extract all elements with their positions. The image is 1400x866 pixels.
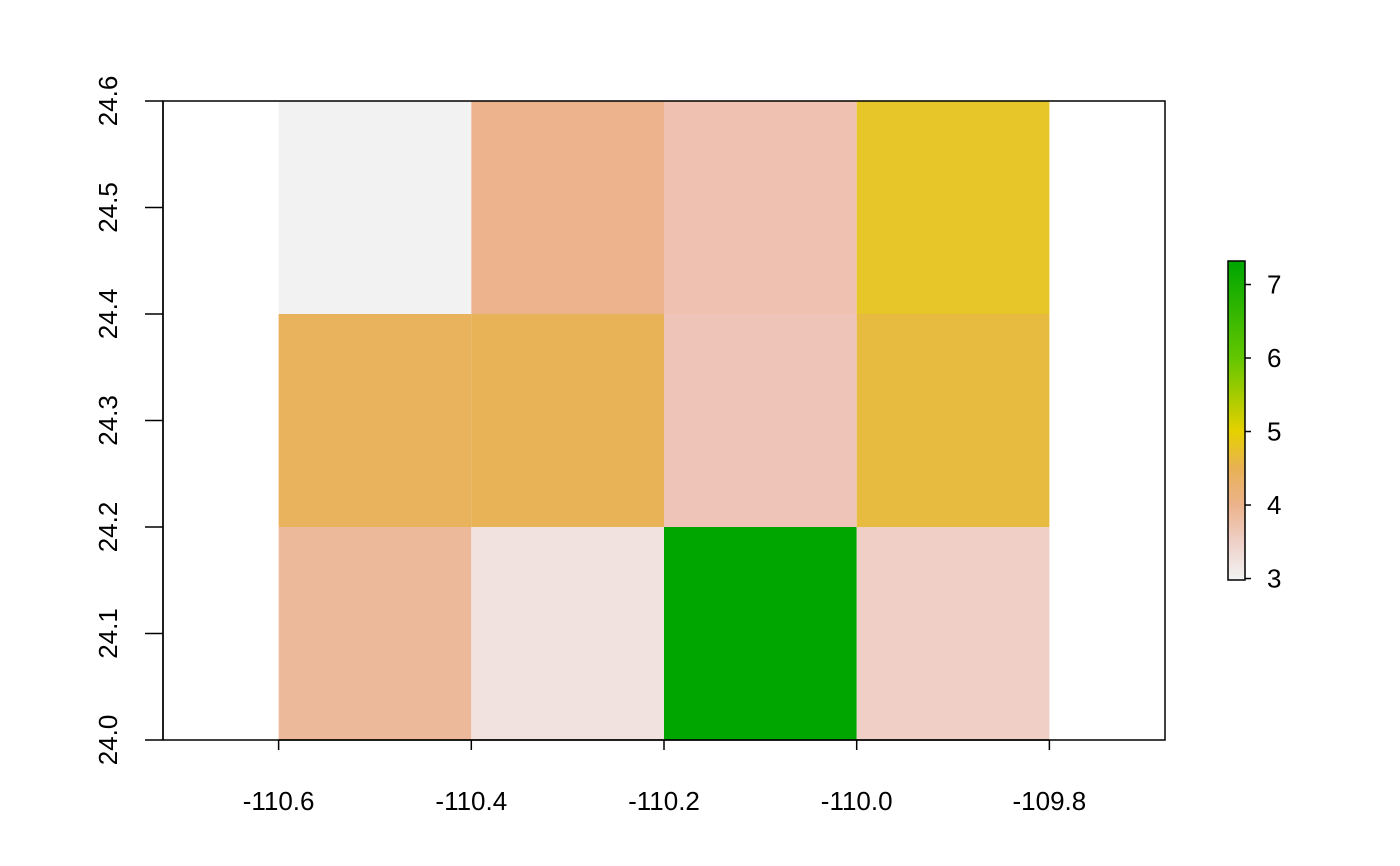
x-tick-label: -109.8 bbox=[1013, 786, 1087, 816]
heatmap-cell bbox=[471, 527, 664, 740]
y-tick-label: 24.1 bbox=[93, 608, 123, 659]
heatmap-cell bbox=[856, 527, 1050, 740]
y-tick-label: 24.5 bbox=[93, 182, 123, 233]
heatmap-cell bbox=[664, 101, 857, 314]
color-legend: 3 4 5 6 7 bbox=[1227, 260, 1281, 594]
y-axis: 24.0 24.1 24.2 24.3 24.4 24.5 24.6 bbox=[93, 76, 164, 766]
legend-tick-label: 5 bbox=[1267, 417, 1281, 447]
y-tick-label: 24.4 bbox=[93, 289, 123, 340]
heatmap-cells bbox=[278, 101, 1050, 740]
heatmap-cell bbox=[278, 101, 472, 314]
x-tick-label: -110.2 bbox=[628, 786, 700, 816]
x-axis: -110.6 -110.4 -110.2 -110.0 -109.8 bbox=[243, 739, 1087, 816]
legend-tick-label: 4 bbox=[1267, 490, 1281, 520]
heatmap-cell bbox=[856, 101, 1050, 314]
heatmap-cell bbox=[278, 314, 472, 527]
heatmap-cell bbox=[278, 527, 472, 740]
x-tick-label: -110.6 bbox=[243, 786, 315, 816]
y-tick-label: 24.6 bbox=[93, 76, 123, 127]
heatmap-cell bbox=[471, 314, 664, 527]
heatmap-cell bbox=[471, 101, 664, 314]
y-tick-label: 24.2 bbox=[93, 502, 123, 553]
y-tick-label: 24.0 bbox=[93, 715, 123, 766]
heatmap-cell bbox=[664, 314, 857, 527]
legend-tick-label: 3 bbox=[1267, 564, 1281, 594]
x-tick-label: -110.0 bbox=[821, 786, 893, 816]
legend-tick-label: 7 bbox=[1267, 270, 1281, 300]
x-tick-label: -110.4 bbox=[435, 786, 507, 816]
heatmap-cell bbox=[856, 314, 1050, 527]
y-tick-label: 24.3 bbox=[93, 395, 123, 446]
heatmap-cell bbox=[664, 527, 857, 740]
legend-tick-label: 6 bbox=[1267, 343, 1281, 373]
legend-colorbar bbox=[1227, 260, 1246, 581]
